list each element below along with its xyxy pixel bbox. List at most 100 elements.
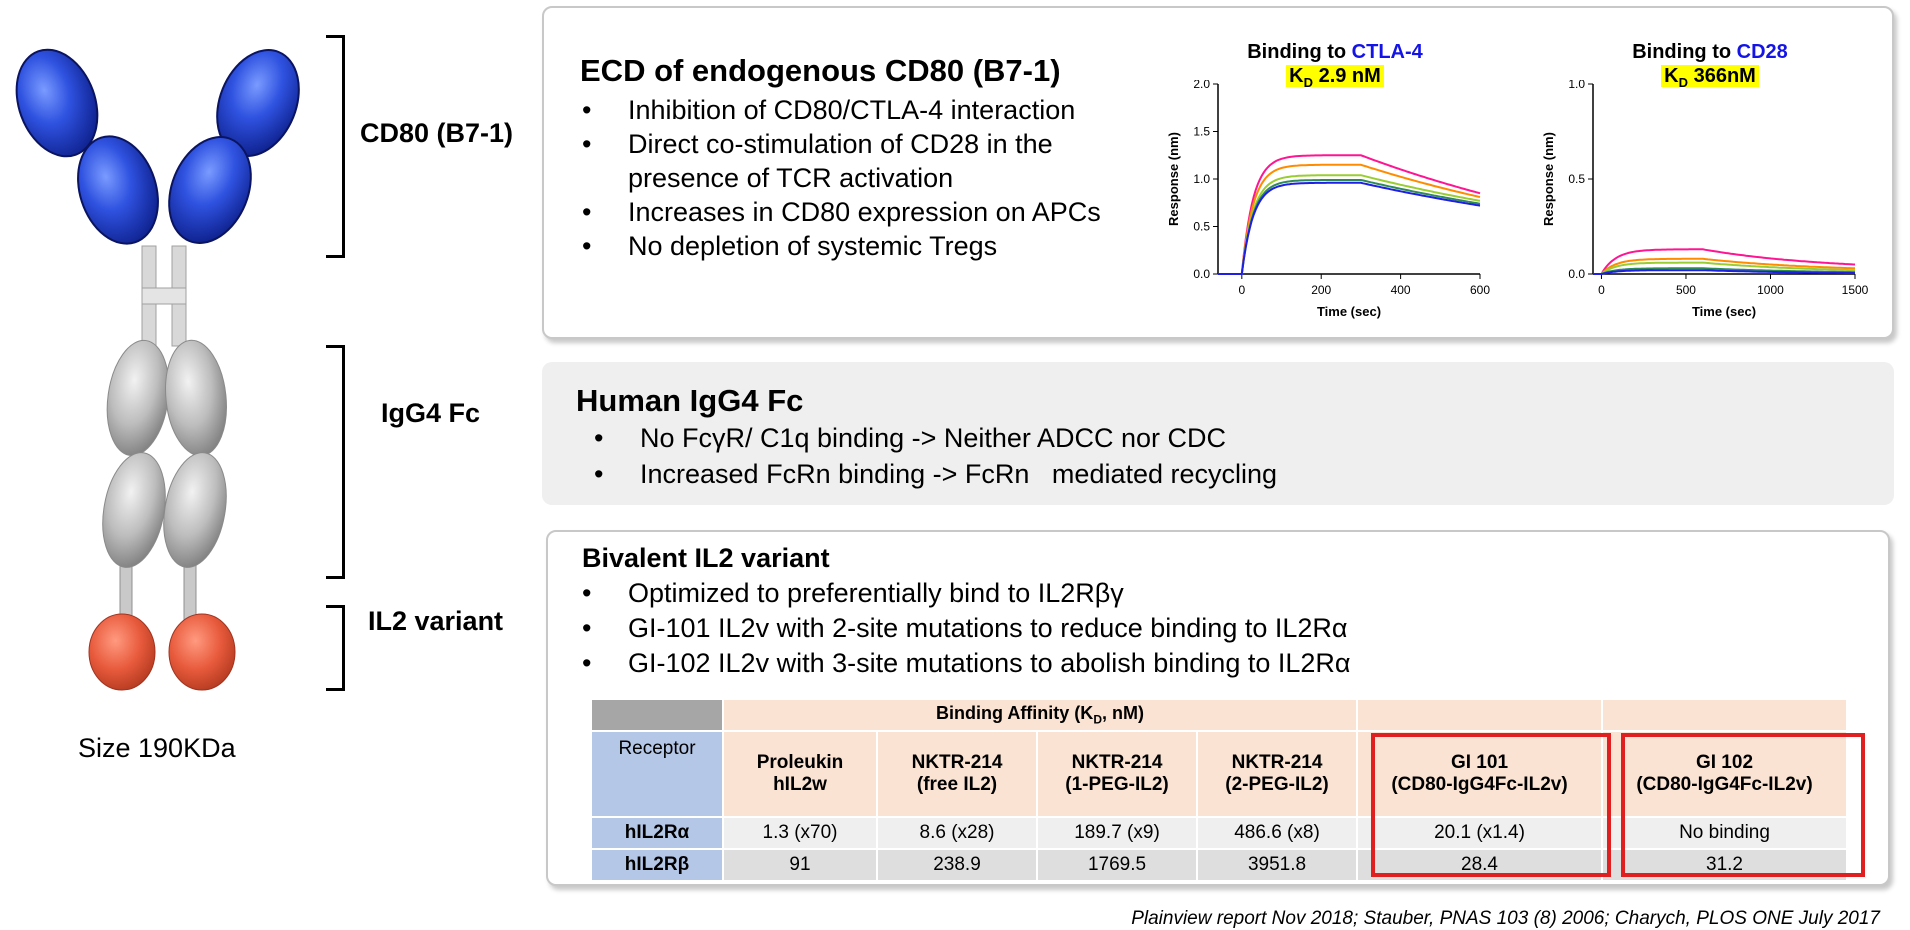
y-tick-label: 1.0 bbox=[1193, 172, 1210, 186]
bullet-marker: • bbox=[582, 578, 592, 608]
group-header-text: Binding Affinity (K bbox=[936, 703, 1094, 724]
bullet-text: GI-101 IL2v with 2-site mutations to red… bbox=[628, 613, 1348, 643]
chart-ctla4: 0.0 0.5 1.0 1.5 2.0 0 200 400 600 Time (sec) Respo… bbox=[1166, 80, 1490, 319]
table-group-header-row: Binding Affinity (KD, nM) bbox=[592, 700, 1846, 730]
sensorgram-curve bbox=[1218, 154, 1481, 275]
binding-affinity-header: Binding Affinity (KD, nM) bbox=[724, 700, 1356, 730]
y-tick-label: 0.5 bbox=[1193, 220, 1210, 234]
label-cd80: CD80 (B7-1) bbox=[360, 118, 514, 148]
bracket-cd80 bbox=[326, 35, 345, 258]
x-tick-label: 1500 bbox=[1842, 283, 1869, 297]
panel-igg4 bbox=[542, 362, 1894, 505]
size-label: Size 190KDa bbox=[78, 733, 236, 763]
panel-il2-bullets: • Optimized to preferentially bind to IL2… bbox=[582, 576, 1782, 681]
bullet-marker: • bbox=[582, 129, 592, 159]
receptor-cell: hIL2Rβ bbox=[592, 850, 722, 880]
x-tick-label: 200 bbox=[1311, 283, 1331, 297]
bullet-text: No depletion of systemic Tregs bbox=[628, 231, 998, 261]
column-header-line2: (1-PEG-IL2) bbox=[1065, 774, 1169, 795]
bullet-text: Increased FcRn binding -> FcRn mediated … bbox=[640, 459, 1278, 489]
y-tick-label: 1.5 bbox=[1193, 125, 1210, 139]
column-header-line1: NKTR-214 bbox=[1231, 752, 1323, 773]
x-axis-label: Time (sec) bbox=[1692, 304, 1756, 319]
x-tick-label: 1000 bbox=[1757, 283, 1784, 297]
bullet-text: GI-102 IL2v with 3-site mutations to abo… bbox=[628, 648, 1351, 678]
panel-igg4-bullets: • No FcγR/ C1q binding -> Neither ADCC no… bbox=[594, 420, 1594, 492]
affinity-table: Binding Affinity (KD, nM) Receptor Prole… bbox=[590, 698, 1848, 882]
bullet-item: • No FcγR/ C1q binding -> Neither ADCC no… bbox=[594, 420, 1594, 456]
receptor-cell: hIL2Rα bbox=[592, 818, 722, 848]
bullet-marker: • bbox=[594, 423, 604, 453]
chart1-title-prefix: Binding to bbox=[1247, 41, 1352, 63]
x-tick-label: 600 bbox=[1470, 283, 1490, 297]
x-tick-label: 500 bbox=[1676, 283, 1696, 297]
column-header-line1: GI 101 bbox=[1450, 752, 1509, 773]
bullet-text: Inhibition of CD80/CTLA-4 interaction bbox=[628, 95, 1076, 125]
chart1-kd-sub: D bbox=[1303, 75, 1314, 90]
reference-citation: Plainview report Nov 2018; Stauber, PNAS… bbox=[1131, 908, 1880, 929]
chart2-title: Binding to CD28 KD 366nM bbox=[1575, 40, 1845, 95]
x-tick-label: 0 bbox=[1238, 283, 1245, 297]
table-row: hIL2Rα 1.3 (x70) 8.6 (x28) 189.7 (x9) 48… bbox=[592, 818, 1846, 848]
y-axis-label: Response (nm) bbox=[1541, 132, 1556, 226]
column-header: NKTR-214 (2-PEG-IL2) bbox=[1198, 732, 1356, 816]
value-cell: 1.3 (x70) bbox=[724, 818, 876, 848]
column-header-line1: GI 102 bbox=[1695, 752, 1754, 773]
y-tick-label: 0.0 bbox=[1568, 267, 1585, 281]
bullet-item: • Optimized to preferentially bind to IL2… bbox=[582, 576, 1782, 611]
bullet-item: • Increased FcRn binding -> FcRn mediated… bbox=[594, 456, 1594, 492]
table-column-header-row: Receptor Proleukin hIL2w NKTR-214 (free IL… bbox=[592, 732, 1846, 816]
column-header-line2: hIL2w bbox=[773, 774, 827, 795]
table-row: hIL2Rβ 91 238.9 1769.5 3951.8 28.4 31.2 bbox=[592, 850, 1846, 880]
column-header: NKTR-214 (1-PEG-IL2) bbox=[1038, 732, 1196, 816]
y-tick-label: 0.0 bbox=[1193, 267, 1210, 281]
column-header-line1: Proleukin bbox=[756, 752, 844, 773]
bullet-text: Direct co-stimulation of CD28 in the pre… bbox=[628, 129, 1053, 193]
column-header: Proleukin hIL2w bbox=[724, 732, 876, 816]
label-il2: IL2 variant bbox=[368, 606, 504, 636]
bullet-marker: • bbox=[582, 613, 592, 643]
panel-igg4-title: Human IgG4 Fc bbox=[576, 383, 804, 418]
chart2-title-prefix: Binding to bbox=[1632, 41, 1737, 63]
value-cell: 3951.8 bbox=[1198, 850, 1356, 880]
panel-cd80-title: ECD of endogenous CD80 (B7-1) bbox=[580, 53, 1061, 88]
bullet-item: • No depletion of systemic Tregs bbox=[582, 229, 1142, 263]
column-header-line2: (2-PEG-IL2) bbox=[1225, 774, 1329, 795]
table-corner-cell bbox=[592, 700, 722, 730]
sensorgram-curve bbox=[1218, 174, 1481, 275]
x-axis-label: Time (sec) bbox=[1317, 304, 1381, 319]
column-header-line2: (free IL2) bbox=[916, 774, 998, 795]
sensorgram-curve bbox=[1218, 179, 1481, 275]
bullet-marker: • bbox=[582, 231, 592, 261]
bullet-marker: • bbox=[582, 95, 592, 125]
chart2-title-target: CD28 bbox=[1736, 41, 1788, 63]
y-tick-label: 2.0 bbox=[1193, 80, 1210, 91]
table-header-blank bbox=[1358, 700, 1601, 730]
column-header-line2: (CD80-IgG4Fc-IL2v) bbox=[1636, 774, 1813, 795]
highlight-box-gi102 bbox=[1621, 733, 1865, 877]
x-tick-label: 0 bbox=[1598, 283, 1605, 297]
receptor-header: Receptor bbox=[592, 732, 722, 816]
bullet-marker: • bbox=[582, 197, 592, 227]
sensorgram-curve bbox=[1218, 181, 1481, 275]
y-tick-label: 1.0 bbox=[1568, 80, 1585, 91]
sensorgram-curve bbox=[1218, 163, 1481, 275]
bullet-item: • Inhibition of CD80/CTLA-4 interaction bbox=[582, 93, 1142, 127]
fc-domains bbox=[102, 339, 227, 568]
chart2-kd-label: K bbox=[1664, 65, 1679, 87]
chart2-kd-sub: D bbox=[1678, 75, 1689, 90]
column-header-line2: (CD80-IgG4Fc-IL2v) bbox=[1391, 774, 1568, 795]
column-header: GI 101 (CD80-IgG4Fc-IL2v) bbox=[1358, 732, 1601, 816]
chart1-title-target: CTLA-4 bbox=[1351, 41, 1423, 63]
value-cell: 91 bbox=[724, 850, 876, 880]
y-tick-label: 0.5 bbox=[1568, 172, 1585, 186]
bullet-text: No FcγR/ C1q binding -> Neither ADCC nor… bbox=[640, 423, 1226, 453]
sensorgram-curve bbox=[1593, 248, 1856, 275]
column-header-line1: NKTR-214 bbox=[1071, 752, 1163, 773]
chart1-kd-badge: KD 2.9 nM bbox=[1286, 65, 1384, 90]
column-header: GI 102 (CD80-IgG4Fc-IL2v) bbox=[1603, 732, 1846, 816]
bracket-il2 bbox=[326, 605, 345, 691]
bullet-item: • Direct co-stimulation of CD28 in the pr… bbox=[582, 127, 1142, 195]
cd80-domains bbox=[15, 48, 300, 245]
sensorgram-curve bbox=[1593, 269, 1856, 275]
